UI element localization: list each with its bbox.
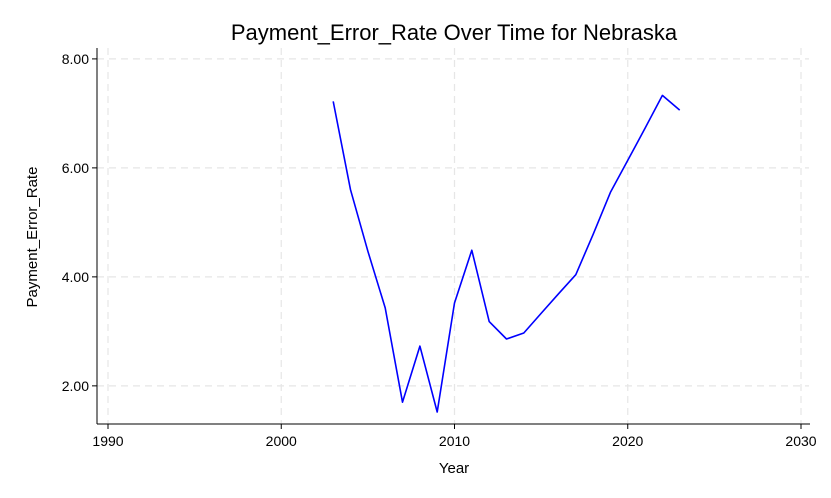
x-tick-label: 1990 [92, 433, 123, 449]
series-lines [332, 94, 681, 413]
x-axis-label: Year [439, 460, 469, 477]
x-tick-label: 2010 [439, 433, 470, 449]
y-tick-label: 6.00 [62, 160, 89, 176]
x-tick-label: 2000 [266, 433, 297, 449]
y-tick-label: 8.00 [62, 51, 89, 67]
grid [97, 48, 809, 424]
x-tick-label: 2030 [785, 433, 816, 449]
y-tick-label: 4.00 [62, 269, 89, 285]
ticks: 2.00 4.00 6.00 8.00 1990 2000 2010 2020 2030 [62, 51, 817, 449]
y-tick-label: 2.00 [62, 378, 89, 394]
x-tick-label: 2020 [612, 433, 643, 449]
series-line [332, 94, 681, 413]
chart-title: Payment_Error_Rate Over Time for Nebrask… [231, 20, 678, 45]
y-axis-label: Payment_Error_Rate [24, 167, 41, 308]
